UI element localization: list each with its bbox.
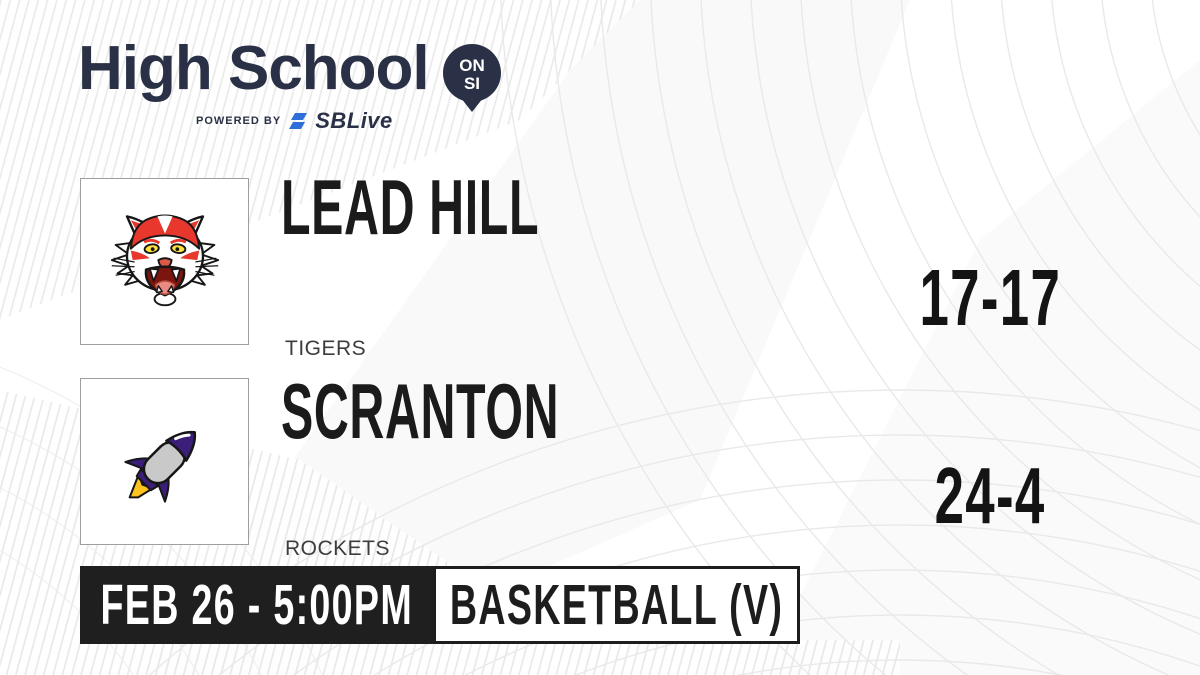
team-mascot-label: ROCKETS (285, 537, 391, 560)
sblive-wordmark: SBLive (315, 108, 393, 133)
team-logo-box (80, 178, 249, 345)
game-sport-box: BASKETBALL (V) (433, 566, 800, 644)
game-datetime-label: FEB 26 - 5:00PM (100, 572, 413, 637)
game-sport-label: BASKETBALL (V) (449, 572, 784, 637)
brand-title: High School (78, 34, 430, 103)
team-name: SCRANTON (281, 367, 560, 455)
team-mascot-label: TIGERS (285, 337, 367, 360)
powered-by-row: POWERED BY SBLive (196, 107, 393, 135)
powered-by-label: POWERED BY (196, 115, 282, 127)
team-logo-box (80, 378, 249, 545)
game-datetime-box: FEB 26 - 5:00PM (80, 566, 433, 644)
sblive-icon (289, 113, 308, 129)
team-record: 24-4 (934, 451, 1046, 540)
pin-text-on: ON (459, 56, 485, 75)
on-si-pin-icon: ON SI (443, 44, 501, 112)
pin-text-si: SI (464, 74, 480, 93)
team-name: LEAD HILL (281, 163, 540, 251)
tiger-mascot-icon (110, 214, 219, 306)
team-record: 17-17 (919, 253, 1061, 342)
rocket-mascot-icon (123, 430, 196, 503)
